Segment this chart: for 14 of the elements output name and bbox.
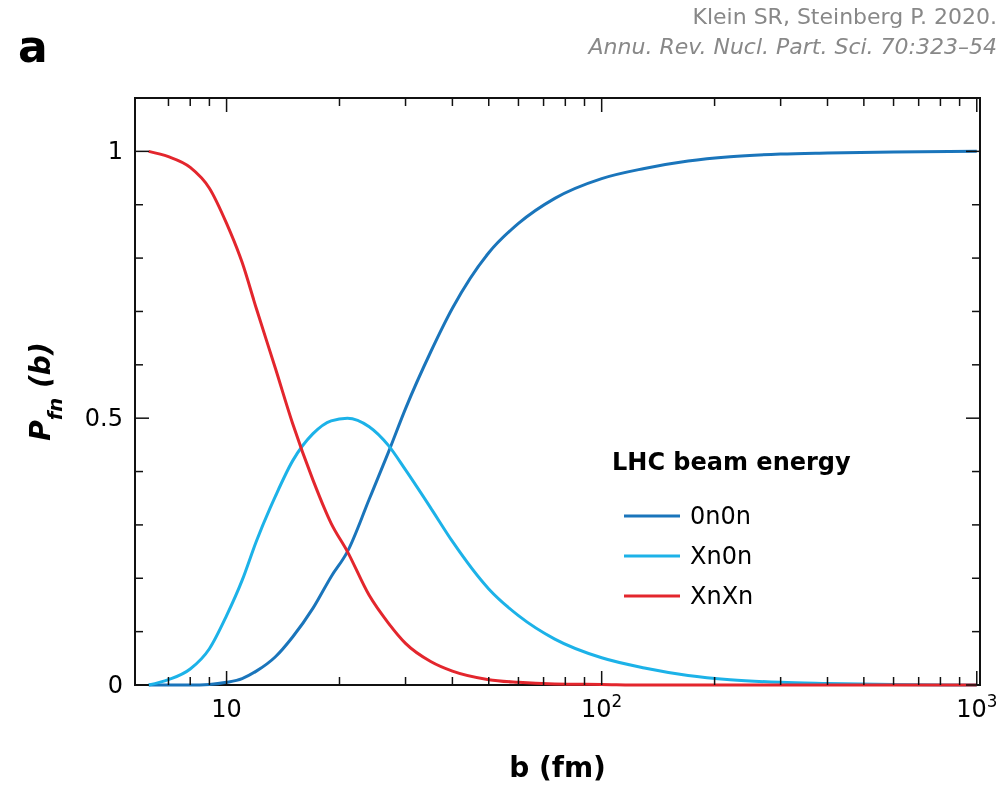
text: Annu. Rev. Nucl. Part. Sci. 70:323–54: [586, 34, 997, 59]
x-tick-label: 10$^{2}$: [581, 691, 623, 723]
legend-title: LHC beam energy: [612, 448, 852, 476]
legend-label: 0n0n: [690, 502, 751, 530]
x-axis-title: b (fm): [509, 751, 606, 784]
chart-title: a: [18, 21, 48, 72]
y-tick-label: 0: [107, 671, 123, 699]
y-tick-label: 0.5: [84, 404, 123, 433]
y-tick-label: 1: [107, 137, 123, 166]
x-tick-label: 10$^{3}$: [956, 691, 998, 723]
x-tick-label: 10: [211, 695, 242, 723]
legend-label: XnXn: [690, 582, 754, 610]
legend-label: Xn0n: [690, 542, 753, 570]
text: Klein SR, Steinberg P. 2020.: [692, 4, 997, 29]
